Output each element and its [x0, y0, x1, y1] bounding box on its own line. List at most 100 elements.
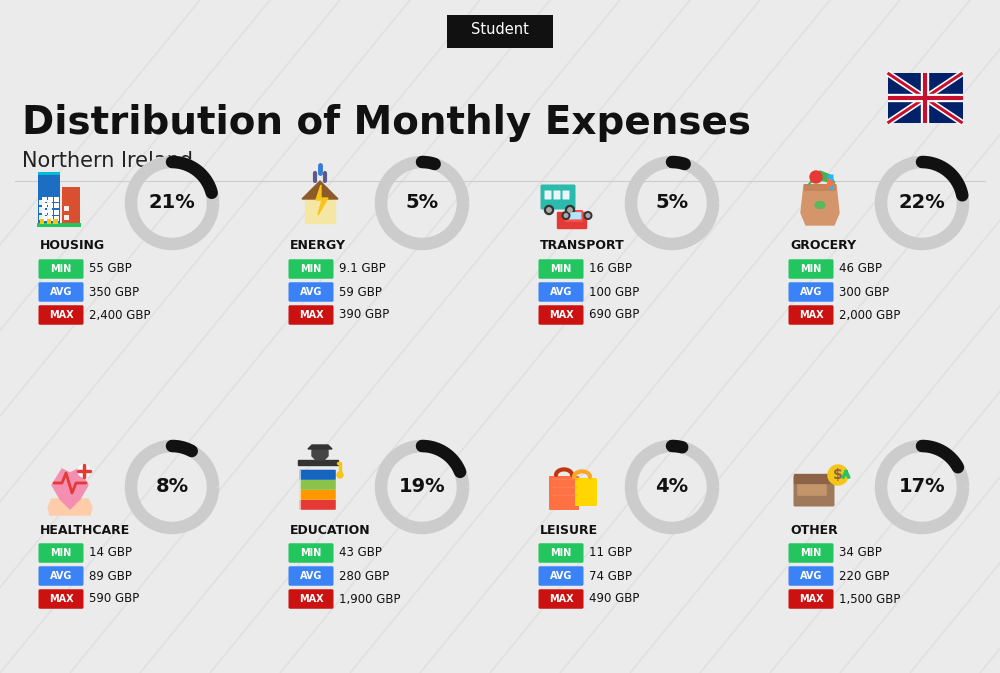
FancyBboxPatch shape: [38, 173, 60, 225]
FancyBboxPatch shape: [54, 197, 59, 202]
Circle shape: [544, 205, 553, 215]
Text: TRANSPORT: TRANSPORT: [540, 240, 625, 252]
Text: MIN: MIN: [800, 548, 822, 558]
Circle shape: [565, 205, 574, 215]
Text: GROCERY: GROCERY: [790, 240, 856, 252]
Circle shape: [547, 208, 551, 212]
Text: AVG: AVG: [550, 571, 572, 581]
FancyBboxPatch shape: [794, 476, 835, 507]
FancyBboxPatch shape: [48, 197, 53, 202]
FancyBboxPatch shape: [42, 210, 47, 215]
Circle shape: [337, 472, 343, 478]
Text: 59 GBP: 59 GBP: [339, 285, 382, 299]
Circle shape: [564, 214, 568, 217]
Text: $: $: [833, 468, 843, 482]
Text: 4%: 4%: [655, 478, 689, 497]
FancyBboxPatch shape: [804, 184, 836, 191]
Polygon shape: [305, 199, 335, 223]
FancyBboxPatch shape: [40, 219, 44, 225]
FancyBboxPatch shape: [64, 206, 69, 211]
FancyBboxPatch shape: [794, 474, 834, 484]
FancyBboxPatch shape: [888, 73, 962, 123]
Text: MAX: MAX: [549, 594, 573, 604]
Polygon shape: [48, 499, 92, 515]
FancyBboxPatch shape: [288, 259, 334, 279]
Polygon shape: [808, 171, 835, 185]
Text: 350 GBP: 350 GBP: [89, 285, 139, 299]
FancyBboxPatch shape: [48, 203, 53, 209]
Text: MAX: MAX: [299, 310, 323, 320]
FancyBboxPatch shape: [569, 212, 581, 219]
Text: AVG: AVG: [300, 287, 322, 297]
Circle shape: [78, 465, 90, 477]
FancyBboxPatch shape: [47, 215, 52, 220]
FancyBboxPatch shape: [538, 282, 584, 302]
FancyBboxPatch shape: [789, 566, 834, 586]
Text: MAX: MAX: [799, 594, 823, 604]
FancyBboxPatch shape: [299, 490, 336, 500]
FancyBboxPatch shape: [64, 215, 69, 220]
Text: MAX: MAX: [549, 310, 573, 320]
Text: 1,900 GBP: 1,900 GBP: [339, 592, 401, 606]
FancyBboxPatch shape: [48, 210, 53, 215]
Circle shape: [584, 212, 592, 219]
FancyBboxPatch shape: [288, 543, 334, 563]
FancyBboxPatch shape: [288, 282, 334, 302]
Text: MIN: MIN: [550, 264, 572, 274]
Text: 390 GBP: 390 GBP: [339, 308, 389, 322]
FancyBboxPatch shape: [54, 216, 59, 221]
Text: LEISURE: LEISURE: [540, 524, 598, 536]
Text: 19%: 19%: [399, 478, 445, 497]
FancyBboxPatch shape: [562, 190, 569, 199]
FancyBboxPatch shape: [39, 200, 45, 205]
FancyBboxPatch shape: [54, 210, 59, 215]
Text: 2,400 GBP: 2,400 GBP: [89, 308, 150, 322]
Text: AVG: AVG: [800, 571, 822, 581]
FancyBboxPatch shape: [540, 184, 575, 209]
FancyBboxPatch shape: [288, 566, 334, 586]
FancyBboxPatch shape: [789, 259, 834, 279]
Text: 490 GBP: 490 GBP: [589, 592, 639, 606]
FancyBboxPatch shape: [38, 566, 84, 586]
Text: Distribution of Monthly Expenses: Distribution of Monthly Expenses: [22, 104, 751, 142]
FancyBboxPatch shape: [288, 590, 334, 609]
Circle shape: [562, 212, 570, 219]
Text: MAX: MAX: [799, 310, 823, 320]
Text: MAX: MAX: [299, 594, 323, 604]
Text: 690 GBP: 690 GBP: [589, 308, 639, 322]
FancyBboxPatch shape: [48, 216, 53, 221]
Text: EDUCATION: EDUCATION: [290, 524, 371, 536]
FancyBboxPatch shape: [557, 212, 587, 229]
FancyBboxPatch shape: [549, 476, 579, 510]
Text: MAX: MAX: [49, 310, 73, 320]
FancyBboxPatch shape: [38, 282, 84, 302]
FancyBboxPatch shape: [62, 187, 80, 225]
FancyBboxPatch shape: [38, 259, 84, 279]
Text: 8%: 8%: [155, 478, 189, 497]
FancyBboxPatch shape: [39, 215, 45, 220]
Text: 100 GBP: 100 GBP: [589, 285, 639, 299]
FancyBboxPatch shape: [538, 566, 584, 586]
Text: 280 GBP: 280 GBP: [339, 569, 389, 583]
Text: MIN: MIN: [300, 264, 322, 274]
FancyBboxPatch shape: [47, 200, 52, 205]
Text: 17%: 17%: [899, 478, 945, 497]
Text: ENERGY: ENERGY: [290, 240, 346, 252]
Text: Northern Ireland: Northern Ireland: [22, 151, 193, 171]
Polygon shape: [298, 460, 338, 465]
Text: 11 GBP: 11 GBP: [589, 546, 632, 559]
FancyBboxPatch shape: [54, 203, 59, 209]
Text: 21%: 21%: [149, 194, 195, 213]
FancyBboxPatch shape: [789, 543, 834, 563]
FancyBboxPatch shape: [39, 207, 45, 213]
Polygon shape: [302, 181, 338, 199]
Text: 89 GBP: 89 GBP: [89, 569, 132, 583]
Text: MIN: MIN: [550, 548, 572, 558]
FancyBboxPatch shape: [565, 210, 583, 222]
Circle shape: [568, 208, 572, 212]
FancyBboxPatch shape: [299, 499, 336, 510]
Text: HEALTHCARE: HEALTHCARE: [40, 524, 130, 536]
Text: MIN: MIN: [50, 264, 72, 274]
Polygon shape: [52, 469, 88, 509]
FancyBboxPatch shape: [42, 197, 47, 202]
